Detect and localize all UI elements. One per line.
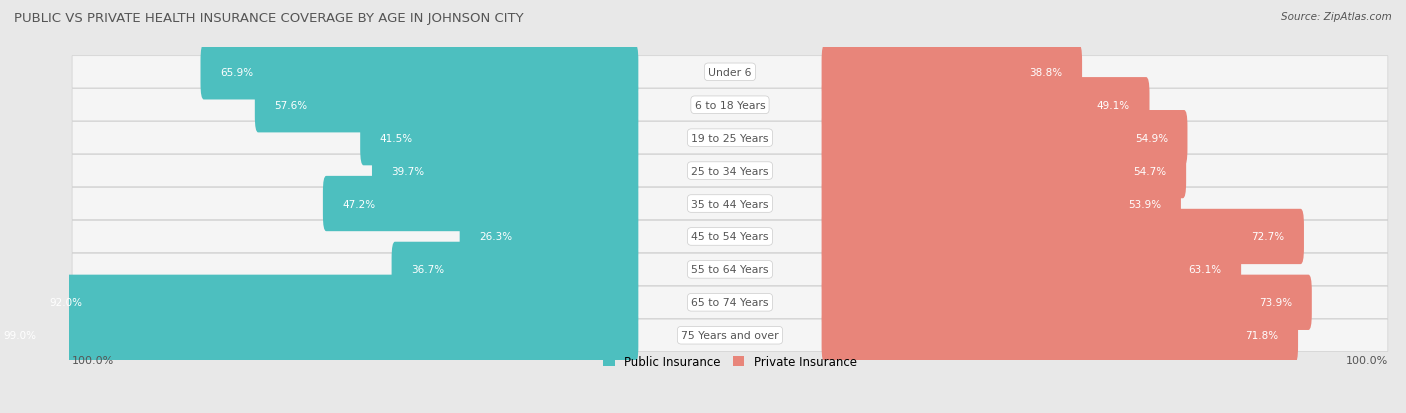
Text: 45 to 54 Years: 45 to 54 Years [692,232,769,242]
FancyBboxPatch shape [72,155,1388,187]
Text: 6 to 18 Years: 6 to 18 Years [695,100,765,110]
Text: 99.0%: 99.0% [3,330,37,340]
FancyBboxPatch shape [821,209,1303,264]
Text: PUBLIC VS PRIVATE HEALTH INSURANCE COVERAGE BY AGE IN JOHNSON CITY: PUBLIC VS PRIVATE HEALTH INSURANCE COVER… [14,12,523,25]
Text: 71.8%: 71.8% [1246,330,1278,340]
Text: 65.9%: 65.9% [221,68,253,78]
Text: 54.7%: 54.7% [1133,166,1167,176]
FancyBboxPatch shape [72,221,1388,253]
FancyBboxPatch shape [72,89,1388,121]
Text: 100.0%: 100.0% [1346,355,1388,365]
Text: 41.5%: 41.5% [380,133,413,143]
Text: 19 to 25 Years: 19 to 25 Years [692,133,769,143]
FancyBboxPatch shape [72,57,1388,89]
FancyBboxPatch shape [254,78,638,133]
Text: 75 Years and over: 75 Years and over [681,330,779,340]
Text: 39.7%: 39.7% [392,166,425,176]
FancyBboxPatch shape [72,122,1388,154]
Text: 26.3%: 26.3% [479,232,512,242]
FancyBboxPatch shape [72,319,1388,351]
Text: 57.6%: 57.6% [274,100,308,110]
Text: 100.0%: 100.0% [72,355,114,365]
Text: 25 to 34 Years: 25 to 34 Years [692,166,769,176]
FancyBboxPatch shape [72,254,1388,286]
Text: 36.7%: 36.7% [411,265,444,275]
Text: 72.7%: 72.7% [1251,232,1284,242]
FancyBboxPatch shape [72,287,1388,319]
Text: 65 to 74 Years: 65 to 74 Years [692,298,769,308]
FancyBboxPatch shape [821,176,1181,232]
FancyBboxPatch shape [821,111,1188,166]
Text: 73.9%: 73.9% [1258,298,1292,308]
FancyBboxPatch shape [30,275,638,330]
FancyBboxPatch shape [460,209,638,264]
FancyBboxPatch shape [821,275,1312,330]
FancyBboxPatch shape [201,45,638,100]
Text: 55 to 64 Years: 55 to 64 Years [692,265,769,275]
FancyBboxPatch shape [392,242,638,297]
FancyBboxPatch shape [0,308,638,363]
Legend: Public Insurance, Private Insurance: Public Insurance, Private Insurance [599,351,862,373]
Text: 63.1%: 63.1% [1188,265,1222,275]
FancyBboxPatch shape [323,176,638,232]
Text: 35 to 44 Years: 35 to 44 Years [692,199,769,209]
FancyBboxPatch shape [821,144,1187,199]
Text: Source: ZipAtlas.com: Source: ZipAtlas.com [1281,12,1392,22]
FancyBboxPatch shape [821,45,1083,100]
Text: 92.0%: 92.0% [49,298,83,308]
Text: 53.9%: 53.9% [1128,199,1161,209]
FancyBboxPatch shape [821,78,1150,133]
Text: 49.1%: 49.1% [1097,100,1130,110]
FancyBboxPatch shape [373,144,638,199]
Text: 47.2%: 47.2% [343,199,375,209]
Text: 54.9%: 54.9% [1135,133,1168,143]
FancyBboxPatch shape [360,111,638,166]
Text: 38.8%: 38.8% [1029,68,1063,78]
FancyBboxPatch shape [821,308,1298,363]
FancyBboxPatch shape [821,242,1241,297]
Text: Under 6: Under 6 [709,68,752,78]
FancyBboxPatch shape [72,188,1388,220]
